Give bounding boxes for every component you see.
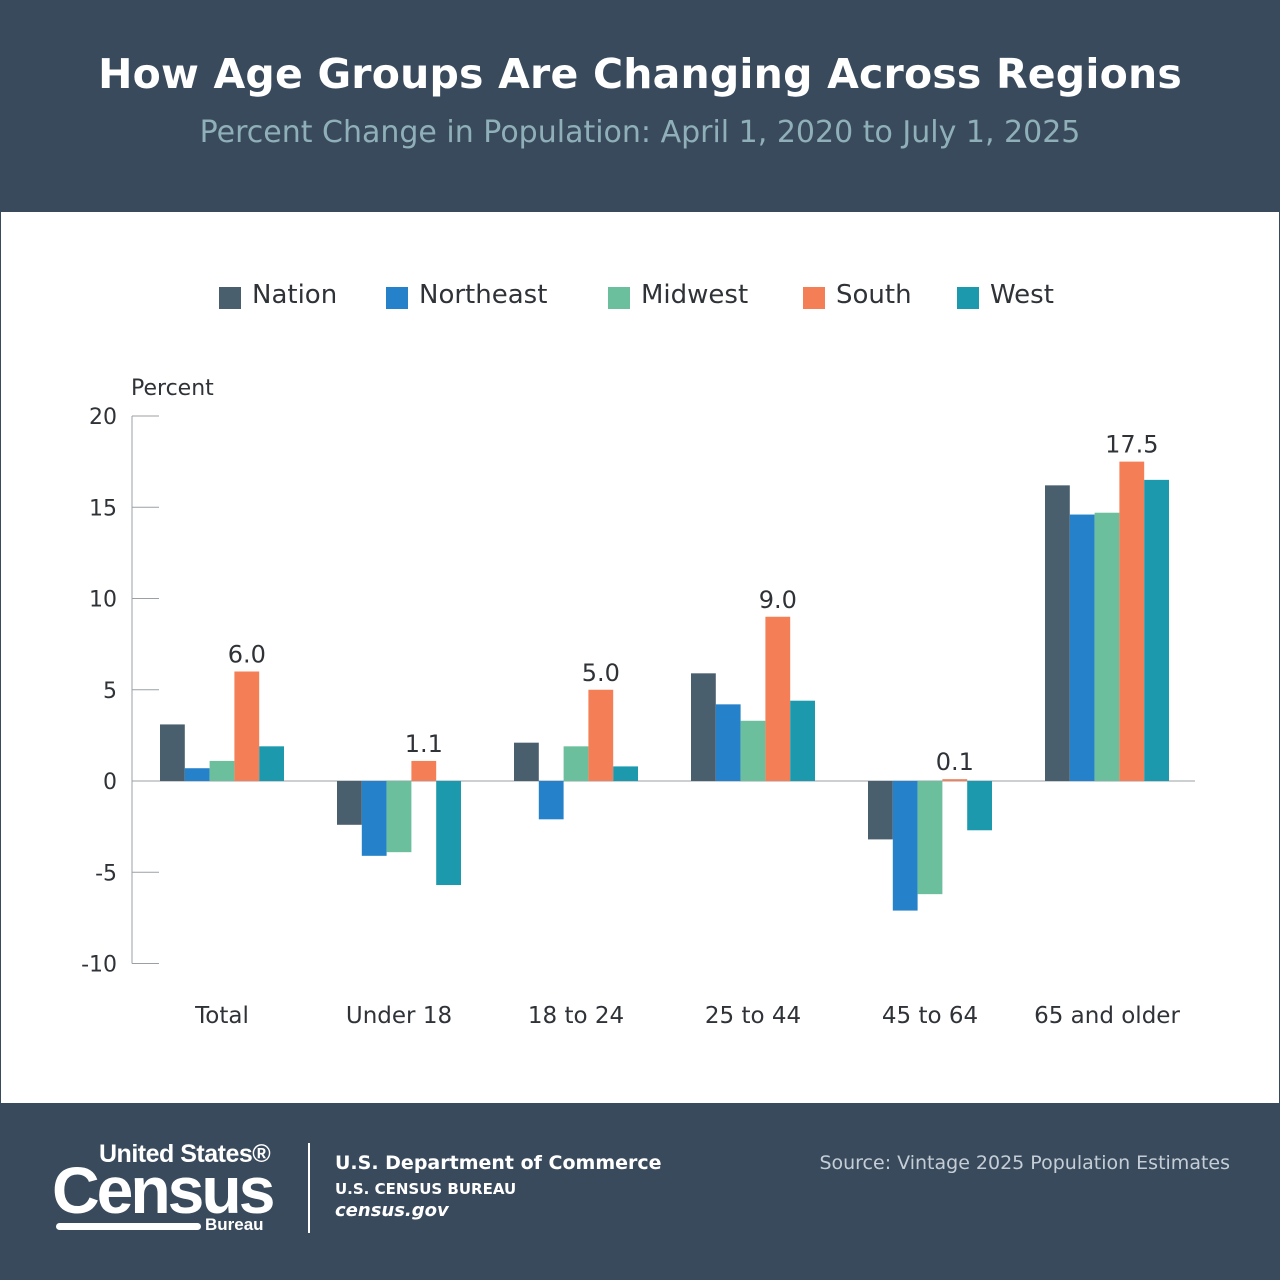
data-label: 5.0 [582,659,620,687]
data-label: 1.1 [405,730,443,758]
source-note: Source: Vintage 2025 Population Estimate… [819,1152,1230,1174]
bar-midwest [386,781,412,853]
y-tick-label: 15 [89,496,117,521]
legend-swatch [957,287,979,309]
y-tick-label: -5 [95,861,117,886]
legend-swatch [608,287,630,309]
legend-label: Nation [252,280,338,310]
legend-label: West [990,280,1054,310]
y-tick-label: 20 [89,405,117,430]
legend-label: South [836,280,912,310]
logo-top-text: United States® [99,1140,271,1168]
bar-midwest [1094,512,1120,781]
bar-south [588,689,614,781]
bar-northeast [361,781,387,856]
bar-midwest [209,760,235,781]
legend-swatch [386,287,408,309]
y-tick-label: -10 [81,953,117,978]
bar-west [967,781,992,831]
legend-swatch [219,287,241,309]
bar-midwest [917,781,943,895]
y-tick-label: 0 [103,770,117,795]
logo-underline [56,1223,201,1230]
bar-south [234,671,260,781]
bar-midwest [740,720,766,781]
x-tick-label: 65 and older [1034,1003,1180,1029]
bar-northeast [1069,514,1095,781]
y-tick-label: 10 [89,588,117,613]
bar-south [942,779,968,781]
bar-south [411,760,437,781]
bar-west [1144,479,1169,781]
bar-northeast [184,768,210,781]
bar-northeast [892,781,918,911]
data-label: 0.1 [936,748,974,776]
chart-subtitle: Percent Change in Population: April 1, 2… [199,115,1081,150]
x-tick-label: 18 to 24 [528,1003,624,1029]
x-tick-label: 25 to 44 [705,1003,801,1029]
bar-nation [1045,485,1070,781]
legend-label: Midwest [641,280,749,310]
bar-nation [868,781,893,840]
bar-west [436,781,461,886]
bar-northeast [538,781,564,820]
bar-west [613,766,638,781]
chart-title: How Age Groups Are Changing Across Regio… [98,50,1182,98]
y-tick-label: 5 [103,679,117,704]
footer [0,1104,1280,1280]
bar-west [790,700,815,781]
bar-nation [160,724,185,781]
data-label: 6.0 [228,641,266,669]
x-tick-label: Total [194,1003,249,1029]
x-tick-label: Under 18 [346,1003,452,1029]
bar-south [765,616,791,781]
website-link[interactable]: census.gov [335,1200,449,1221]
x-tick-label: 45 to 64 [882,1003,978,1029]
bar-nation [514,742,539,781]
bar-northeast [715,704,741,781]
logo-sub-text: Bureau [205,1215,264,1234]
bar-nation [337,781,362,825]
bar-south [1119,461,1145,781]
chart-legend: Nation Northeast Midwest South West [0,280,1280,316]
footer-divider [308,1143,310,1233]
data-label: 17.5 [1105,431,1158,459]
bar-midwest [563,746,589,781]
legend-swatch [803,287,825,309]
census-logo: United States® Census Bureau [52,1140,292,1240]
bar-west [259,746,284,781]
bar-nation [691,673,716,781]
bureau-name: U.S. CENSUS BUREAU [335,1180,517,1198]
y-axis-label: Percent [131,376,214,401]
logo-main-text: Census [52,1153,275,1227]
legend-label: Northeast [419,280,548,310]
data-label: 9.0 [759,586,797,614]
department-name: U.S. Department of Commerce [335,1152,662,1174]
header: How Age Groups Are Changing Across Regio… [0,0,1280,212]
